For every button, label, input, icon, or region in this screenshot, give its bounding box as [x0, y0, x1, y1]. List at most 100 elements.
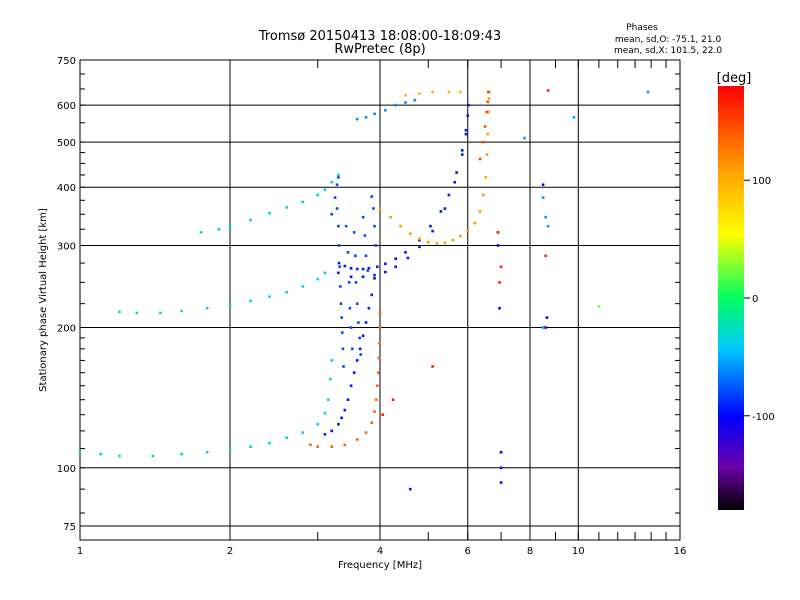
echo-point [460, 153, 464, 156]
echo-point [364, 254, 368, 258]
echo-point [343, 443, 347, 447]
echo-point [337, 261, 341, 265]
echo-point [249, 445, 252, 448]
echo-point [408, 232, 412, 235]
echo-point [418, 92, 421, 95]
echo-point [459, 90, 462, 94]
echo-point [330, 429, 334, 433]
echo-point [329, 377, 332, 381]
echo-point [544, 215, 547, 219]
echo-point [418, 237, 421, 241]
echo-point [228, 447, 232, 450]
echo-point [466, 229, 470, 233]
echo-point [464, 132, 468, 136]
echo-point [544, 254, 547, 258]
echo-point [268, 441, 271, 445]
echo-point [546, 224, 550, 228]
echo-point [199, 231, 203, 234]
echo-point [217, 227, 221, 231]
echo-point [346, 251, 350, 254]
echo-point [384, 262, 387, 266]
echo-point [118, 310, 121, 314]
y-tick-label: 75 [63, 522, 76, 533]
echo-point [228, 224, 232, 228]
echo-point [346, 398, 350, 402]
echo-point [337, 224, 340, 228]
echo-point [381, 413, 384, 417]
echo-point [357, 321, 360, 324]
echo-point [342, 365, 345, 368]
echo-point [355, 302, 359, 305]
echo-point [364, 321, 368, 324]
echo-point [337, 176, 340, 179]
echo-point [443, 207, 447, 210]
echo-point [363, 234, 367, 237]
echo-point [370, 421, 374, 424]
echo-point [418, 238, 421, 242]
x-tick-label: 10 [572, 546, 585, 557]
echo-point [340, 331, 344, 334]
echo-point [451, 238, 455, 242]
echo-point [358, 336, 361, 340]
y-tick-label: 600 [57, 101, 76, 112]
echo-point [323, 411, 327, 415]
echo-point [499, 265, 503, 269]
echo-point [335, 183, 339, 187]
echo-point [344, 224, 348, 228]
echo-point [316, 277, 320, 281]
echo-point [523, 136, 526, 140]
echo-point [337, 271, 340, 275]
echo-point [351, 347, 354, 351]
echo-point [316, 445, 320, 448]
echo-point [228, 303, 232, 306]
x-tick-label: 6 [465, 546, 471, 557]
echo-point [268, 295, 271, 298]
echo-point [335, 207, 339, 210]
echo-point [361, 215, 365, 219]
echo-point [447, 193, 451, 197]
echo-point [337, 422, 340, 426]
echo-point [545, 316, 549, 319]
echo-point [118, 454, 121, 458]
colorbar-tick-label: 100 [752, 176, 771, 187]
echo-point [394, 265, 397, 269]
echo-point [394, 103, 397, 107]
echo-point [341, 347, 345, 351]
echo-point [378, 341, 381, 345]
echo-point [323, 433, 327, 436]
echo-point [496, 244, 500, 247]
echo-point [330, 359, 334, 362]
echo-point [473, 221, 477, 225]
x-tick-label: 4 [377, 546, 383, 557]
colorbar-label: [deg] [717, 71, 752, 86]
echo-point [378, 326, 382, 329]
echo-point [151, 454, 155, 458]
echo-point [339, 302, 343, 305]
echo-point [377, 356, 381, 360]
echo-point [418, 245, 421, 249]
echo-point [404, 101, 407, 104]
echo-point [355, 117, 359, 121]
echo-point [498, 281, 501, 284]
echo-point [439, 210, 443, 213]
echo-point [541, 326, 545, 329]
echo-point [372, 207, 375, 210]
y-tick-label: 400 [57, 183, 76, 194]
echo-point [404, 251, 407, 254]
y-axis-label: Stationary phase Virtual Height [km] [38, 208, 49, 392]
echo-point [364, 431, 368, 434]
echo-point [285, 291, 289, 294]
echo-point [323, 271, 327, 275]
echo-point [301, 431, 305, 434]
echo-point [354, 254, 357, 258]
echo-point [343, 408, 347, 412]
echo-point [544, 326, 547, 329]
echo-point [343, 264, 347, 268]
echo-point [429, 224, 432, 228]
x-axis-label: Frequency [MHz] [338, 560, 422, 571]
echo-point [330, 445, 334, 448]
echo-point [487, 110, 490, 114]
echo-point [340, 416, 343, 420]
stats-x-line: mean, sd,X: 101.5, 22.0 [614, 46, 722, 56]
echo-point [355, 267, 359, 271]
